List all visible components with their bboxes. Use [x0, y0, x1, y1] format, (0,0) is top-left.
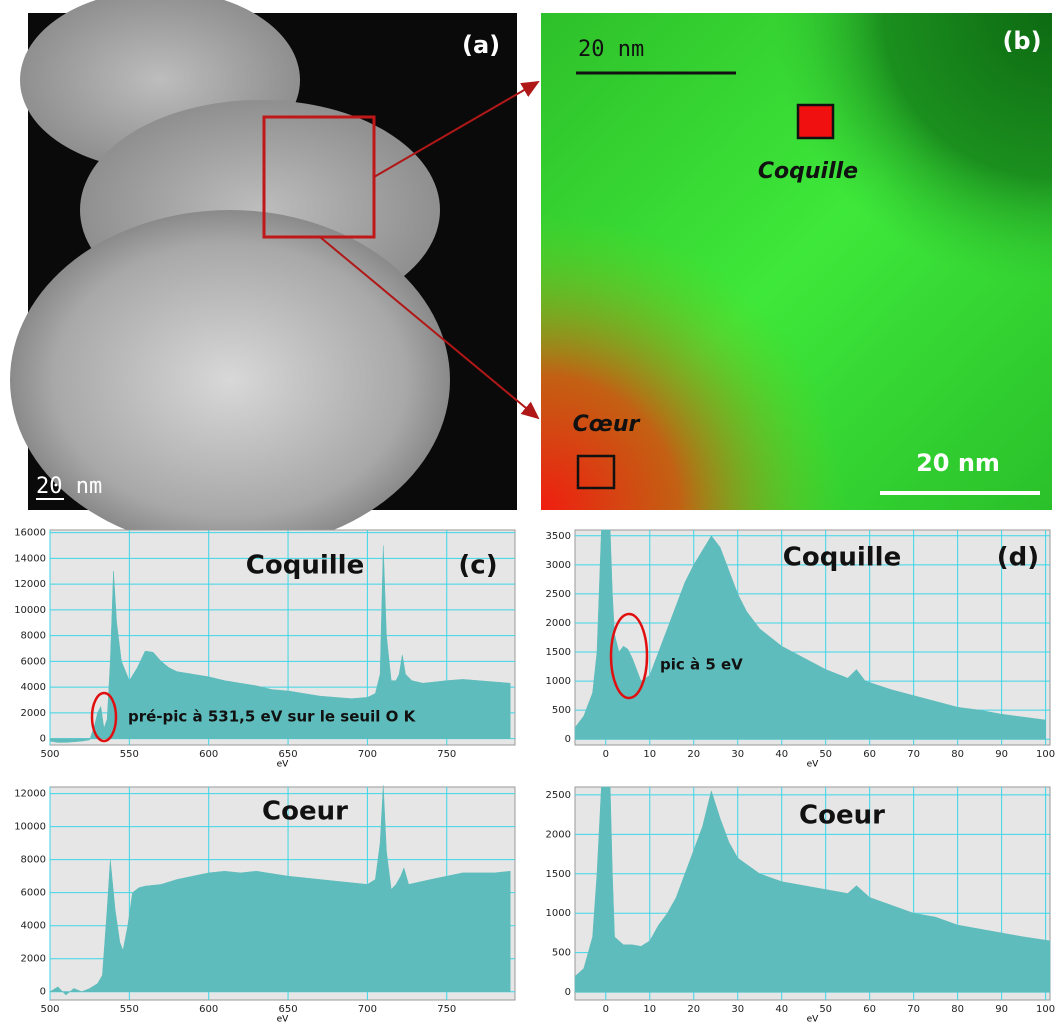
x-tick-label: 40 — [775, 749, 788, 760]
y-tick-label: 1500 — [546, 869, 571, 880]
y-tick-label: 1000 — [546, 908, 571, 919]
x-tick-label: 700 — [358, 749, 377, 760]
x-tick-label: 10 — [643, 1004, 656, 1015]
panel-b: (b) 20 nm Coquille Cœur 20 nm — [541, 13, 1052, 510]
y-tick-label: 8000 — [21, 631, 46, 642]
panel-label: (d) — [997, 543, 1039, 573]
spectrum-area — [49, 785, 511, 996]
x-tick-label: 20 — [687, 749, 700, 760]
y-tick-label: 6000 — [21, 656, 46, 667]
y-tick-label: 500 — [552, 705, 571, 716]
y-tick-label: 1000 — [546, 676, 571, 687]
y-tick-label: 6000 — [21, 888, 46, 899]
particle — [10, 210, 450, 550]
y-tick-label: 16000 — [14, 528, 46, 539]
arrow — [373, 80, 540, 178]
y-tick-label: 12000 — [14, 789, 46, 800]
core-marker — [576, 454, 616, 490]
y-tick-label: 2500 — [546, 790, 571, 801]
annotation: pic à 5 eV — [660, 656, 743, 674]
x-tick-label: 30 — [731, 1004, 744, 1015]
panel-label: (c) — [458, 551, 497, 581]
y-tick-label: 8000 — [21, 855, 46, 866]
x-tick-label: 100 — [1036, 749, 1055, 760]
x-axis-label: eV — [277, 760, 290, 770]
x-tick-label: 650 — [279, 1004, 298, 1015]
x-tick-label: 100 — [1036, 1004, 1055, 1015]
x-tick-label: 70 — [907, 749, 920, 760]
shell-marker — [796, 103, 835, 140]
arrow — [319, 236, 540, 420]
x-tick-label: 750 — [437, 1004, 456, 1015]
y-tick-label: 1500 — [546, 647, 571, 658]
x-tick-label: 40 — [775, 1004, 788, 1015]
highlight — [609, 612, 649, 700]
x-tick-label: 550 — [120, 749, 139, 760]
x-tick-label: 500 — [40, 749, 59, 760]
y-tick-label: 0 — [40, 987, 46, 998]
x-axis-label: eV — [807, 1015, 820, 1025]
x-tick-label: 700 — [358, 1004, 377, 1015]
x-tick-label: 20 — [687, 1004, 700, 1015]
x-tick-label: 0 — [603, 1004, 609, 1015]
spectrum-area — [49, 545, 511, 743]
chart-title: Coeur — [799, 801, 885, 831]
core-label: Cœur — [573, 412, 641, 437]
x-tick-label: 50 — [819, 749, 832, 760]
y-tick-label: 0 — [565, 987, 571, 998]
x-axis-label: eV — [807, 760, 820, 770]
y-tick-label: 3500 — [546, 531, 571, 542]
y-tick-label: 0 — [565, 734, 571, 745]
highlight — [90, 691, 118, 743]
x-tick-label: 60 — [863, 749, 876, 760]
x-tick-label: 80 — [951, 1004, 964, 1015]
scale-label: 20 nm — [578, 37, 644, 62]
chart-title: Coquille — [246, 551, 364, 581]
x-tick-label: 0 — [603, 749, 609, 760]
x-tick-label: 550 — [120, 1004, 139, 1015]
y-tick-label: 14000 — [14, 553, 46, 564]
chart-title: Coquille — [783, 543, 901, 573]
x-tick-label: 600 — [199, 749, 218, 760]
panel-label: (a) — [462, 31, 500, 59]
x-tick-label: 50 — [819, 1004, 832, 1015]
core-region — [541, 13, 1052, 510]
y-tick-label: 0 — [40, 734, 46, 745]
x-tick-label: 600 — [199, 1004, 218, 1015]
y-tick-label: 10000 — [14, 605, 46, 616]
chart-title: Coeur — [262, 797, 348, 827]
x-tick-label: 500 — [40, 1004, 59, 1015]
y-tick-label: 2000 — [546, 618, 571, 629]
shell-label: Coquille — [758, 159, 858, 184]
y-tick-label: 2000 — [21, 954, 46, 965]
y-tick-label: 2000 — [21, 708, 46, 719]
scale-label: 20 nm — [916, 449, 1000, 477]
y-tick-label: 10000 — [14, 822, 46, 833]
panel-label: (b) — [1002, 27, 1041, 55]
y-tick-label: 4000 — [21, 682, 46, 693]
x-tick-label: 90 — [995, 749, 1008, 760]
x-axis-label: eV — [277, 1015, 290, 1025]
x-tick-label: 30 — [731, 749, 744, 760]
y-tick-label: 12000 — [14, 579, 46, 590]
x-tick-label: 60 — [863, 1004, 876, 1015]
y-tick-label: 2500 — [546, 589, 571, 600]
x-tick-label: 80 — [951, 749, 964, 760]
scale-label: 20 nm — [36, 474, 102, 499]
x-tick-label: 90 — [995, 1004, 1008, 1015]
panel-a: (a) 20 nm — [10, 0, 517, 550]
x-tick-label: 70 — [907, 1004, 920, 1015]
y-tick-label: 500 — [552, 948, 571, 959]
spectrum-area — [574, 786, 1051, 993]
spectra: 0200040006000800010000120001400016000500… — [14, 528, 1055, 1025]
spectrum-area — [574, 529, 1046, 740]
y-tick-label: 3000 — [546, 560, 571, 571]
y-tick-label: 2000 — [546, 829, 571, 840]
y-tick-label: 4000 — [21, 921, 46, 932]
annotation: pré-pic à 531,5 eV sur le seuil O K — [128, 708, 417, 726]
x-tick-label: 750 — [437, 749, 456, 760]
x-tick-label: 10 — [643, 749, 656, 760]
x-tick-label: 650 — [279, 749, 298, 760]
